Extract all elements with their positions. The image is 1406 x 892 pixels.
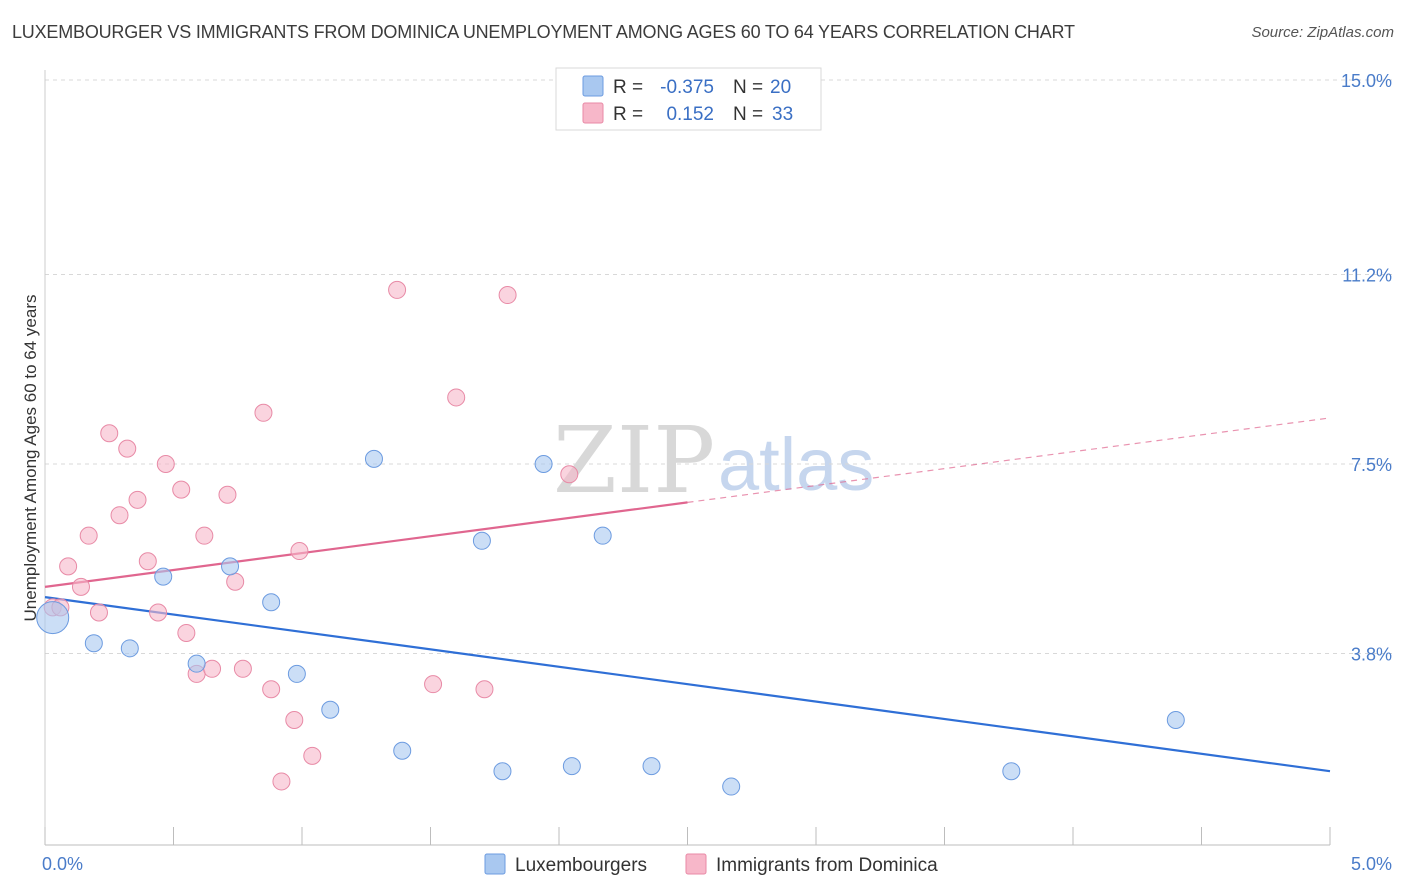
- point-dominica: [118, 439, 137, 458]
- legend-swatch-luxembourgers: [582, 75, 604, 97]
- point-dominica: [254, 403, 273, 422]
- point-dominica: [290, 542, 309, 561]
- trend-line-extension: [687, 417, 1331, 503]
- grid-lines: [45, 79, 1392, 654]
- point-dominica: [149, 603, 168, 622]
- point-dominica: [172, 480, 191, 499]
- point-dominica: [303, 746, 322, 765]
- bottom-legend-swatch-dominica: [685, 853, 707, 875]
- point-dominica: [272, 772, 291, 791]
- point-luxembourgers: [262, 593, 281, 612]
- axes: [44, 70, 1331, 846]
- legend-r-value-2: 0.152: [666, 104, 714, 125]
- point-luxembourgers: [393, 741, 412, 760]
- point-dominica: [233, 659, 252, 678]
- legend-n-label-2: N =: [733, 104, 763, 125]
- source-note: Source: ZipAtlas.com: [1251, 24, 1394, 41]
- point-dominica: [560, 465, 579, 484]
- point-dominica: [177, 623, 196, 642]
- point-luxembourgers: [187, 654, 206, 673]
- legend-r-value-1: -0.375: [660, 77, 714, 98]
- point-dominica: [285, 711, 304, 729]
- y-tick-label: 15.0%: [1341, 71, 1392, 91]
- x-tick-label-min: 0.0%: [42, 854, 83, 874]
- legend-n-value-1: 20: [770, 77, 791, 98]
- y-tick-label: 11.2%: [1342, 266, 1392, 286]
- y-axis-label: Unemployment Among Ages 60 to 64 years: [21, 295, 40, 622]
- y-tick-label: 3.8%: [1351, 644, 1392, 664]
- x-tick-label-max: 5.0%: [1351, 854, 1392, 874]
- point-dominica: [262, 680, 281, 699]
- point-luxembourgers: [642, 757, 661, 776]
- point-dominica: [388, 280, 407, 299]
- point-dominica: [203, 659, 222, 678]
- point-luxembourgers: [221, 557, 240, 576]
- series-legend: Luxembourgers Immigrants from Dominica: [484, 853, 938, 876]
- legend-r-label-1: R =: [613, 77, 643, 98]
- point-luxembourgers: [562, 757, 581, 776]
- trend-line-dominica: [44, 501, 688, 588]
- point-luxembourgers: [534, 455, 553, 473]
- point-dominica: [110, 506, 129, 525]
- point-dominica: [424, 675, 443, 694]
- point-luxembourgers: [472, 531, 491, 550]
- point-luxembourgers: [154, 567, 173, 586]
- chart-title: LUXEMBOURGER VS IMMIGRANTS FROM DOMINICA…: [12, 22, 1075, 42]
- point-dominica: [498, 286, 517, 305]
- scatter-points: [36, 280, 1185, 796]
- point-luxembourgers: [1002, 762, 1021, 781]
- point-dominica: [100, 424, 119, 443]
- point-luxembourgers: [364, 449, 383, 468]
- point-dominica: [59, 557, 78, 576]
- point-dominica: [89, 603, 108, 622]
- point-dominica: [79, 526, 98, 545]
- point-dominica: [156, 455, 175, 473]
- point-luxembourgers: [84, 634, 103, 653]
- legend-r-label-2: R =: [613, 104, 643, 125]
- point-dominica: [475, 680, 494, 699]
- bottom-legend-label-luxembourgers: Luxembourgers: [515, 855, 647, 876]
- point-luxembourgers: [287, 664, 306, 683]
- point-dominica: [195, 526, 214, 545]
- bottom-legend-label-dominica: Immigrants from Dominica: [716, 855, 938, 876]
- point-dominica: [128, 490, 147, 509]
- tick-labels: 3.8% 7.5% 11.2% 15.0% 0.0% 5.0%: [42, 71, 1392, 874]
- correlation-legend: R = -0.375 N = 20 R = 0.152 N = 33: [555, 67, 822, 131]
- point-luxembourgers: [36, 601, 70, 635]
- legend-n-label-1: N =: [733, 77, 763, 98]
- trend-line-luxembourgers: [44, 596, 1331, 773]
- y-tick-label: 7.5%: [1351, 455, 1392, 475]
- legend-swatch-dominica: [582, 102, 604, 124]
- point-luxembourgers: [593, 526, 612, 545]
- watermark-zip: ZIP: [553, 407, 715, 514]
- point-dominica: [447, 388, 466, 407]
- legend-n-value-2: 33: [772, 104, 793, 125]
- bottom-legend-swatch-luxembourgers: [484, 853, 506, 875]
- trend-lines: [44, 417, 1331, 773]
- point-luxembourgers: [321, 700, 340, 719]
- point-luxembourgers: [120, 639, 139, 658]
- point-luxembourgers: [722, 777, 741, 796]
- point-luxembourgers: [1166, 711, 1185, 729]
- point-dominica: [218, 485, 237, 504]
- point-luxembourgers: [493, 762, 512, 781]
- point-dominica: [138, 552, 157, 571]
- point-dominica: [71, 577, 90, 596]
- point-dominica: [226, 572, 245, 591]
